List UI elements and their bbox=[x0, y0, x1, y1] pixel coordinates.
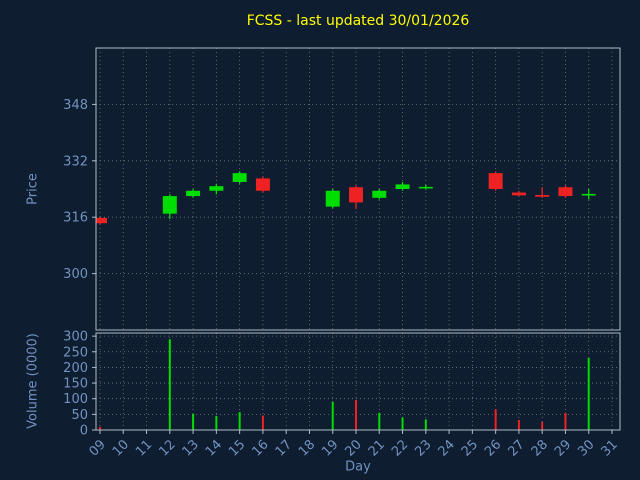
volume-tick-label: 100 bbox=[63, 392, 88, 407]
day-tick-label: 17 bbox=[273, 437, 295, 459]
candle-body bbox=[395, 184, 410, 189]
candle-body bbox=[232, 173, 247, 182]
day-tick-label: 24 bbox=[436, 437, 458, 459]
candle-body bbox=[418, 186, 433, 189]
day-axis-label: Day bbox=[345, 459, 371, 475]
candle-body bbox=[511, 192, 526, 196]
price-tick-label: 300 bbox=[63, 267, 88, 282]
day-tick-label: 28 bbox=[529, 437, 551, 459]
day-tick-label: 18 bbox=[296, 437, 318, 459]
day-tick-label: 23 bbox=[412, 437, 434, 459]
volume-tick-label: 50 bbox=[71, 408, 88, 423]
candle-body bbox=[558, 187, 573, 197]
volume-bar bbox=[541, 421, 544, 430]
volume-bar bbox=[238, 412, 241, 430]
volume-tick-label: 300 bbox=[63, 330, 88, 345]
day-tick-label: 14 bbox=[203, 437, 225, 459]
day-tick-label: 30 bbox=[575, 437, 597, 459]
volume-axis-label: Volume (0000) bbox=[25, 333, 41, 429]
day-tick-label: 19 bbox=[319, 437, 341, 459]
volume-bar bbox=[401, 417, 404, 430]
candle-body bbox=[186, 190, 201, 197]
candle-body bbox=[255, 178, 270, 191]
day-tick-label: 09 bbox=[87, 437, 109, 459]
volume-tick-label: 250 bbox=[63, 345, 88, 360]
day-tick-label: 10 bbox=[110, 437, 132, 459]
day-tick-label: 11 bbox=[133, 437, 155, 459]
day-tick-label: 26 bbox=[482, 437, 504, 459]
volume-bar bbox=[587, 358, 590, 430]
price-axis-label: Price bbox=[25, 173, 41, 205]
volume-bar bbox=[424, 419, 427, 430]
volume-bar bbox=[99, 426, 101, 430]
day-tick-label: 16 bbox=[249, 437, 271, 459]
day-tick-label: 29 bbox=[552, 437, 574, 459]
day-tick-label: 20 bbox=[343, 437, 365, 459]
candle-body bbox=[349, 187, 363, 203]
day-tick-label: 13 bbox=[180, 437, 202, 459]
volume-tick-label: 0 bbox=[80, 424, 88, 439]
volume-tick-label: 150 bbox=[63, 377, 88, 392]
candle-body bbox=[325, 190, 340, 207]
candle-body bbox=[209, 186, 224, 191]
volume-bar bbox=[378, 412, 381, 430]
candle-body bbox=[96, 217, 107, 224]
day-tick-label: 12 bbox=[156, 437, 178, 459]
volume-bar bbox=[517, 419, 520, 430]
day-tick-label: 15 bbox=[226, 437, 248, 459]
volume-tick-label: 200 bbox=[63, 361, 88, 376]
price-tick-label: 316 bbox=[63, 211, 88, 226]
price-tick-label: 348 bbox=[63, 98, 88, 113]
volume-bar bbox=[192, 413, 195, 430]
candle-body bbox=[581, 193, 596, 196]
candle-body bbox=[488, 173, 503, 189]
candle-body bbox=[535, 194, 550, 197]
day-tick-label: 21 bbox=[366, 437, 388, 459]
candles-layer bbox=[96, 171, 596, 225]
price-tick-label: 332 bbox=[63, 154, 88, 169]
candle-body bbox=[162, 196, 177, 214]
volume-bar bbox=[494, 409, 497, 430]
volume-panel-border bbox=[95, 332, 621, 431]
volume-bar bbox=[261, 415, 264, 430]
day-tick-label: 25 bbox=[459, 437, 481, 459]
volume-bar bbox=[168, 339, 171, 430]
day-tick-label: 27 bbox=[505, 437, 527, 459]
volume-bar bbox=[215, 415, 218, 430]
volume-bar bbox=[564, 412, 567, 430]
volume-bar bbox=[355, 399, 357, 430]
price-panel-border bbox=[95, 47, 621, 331]
candle-body bbox=[372, 190, 387, 198]
day-tick-label: 22 bbox=[389, 437, 411, 459]
chart-title: FCSS - last updated 30/01/2026 bbox=[246, 13, 470, 29]
volume-bar bbox=[331, 401, 334, 430]
day-tick-label: 31 bbox=[599, 437, 621, 459]
